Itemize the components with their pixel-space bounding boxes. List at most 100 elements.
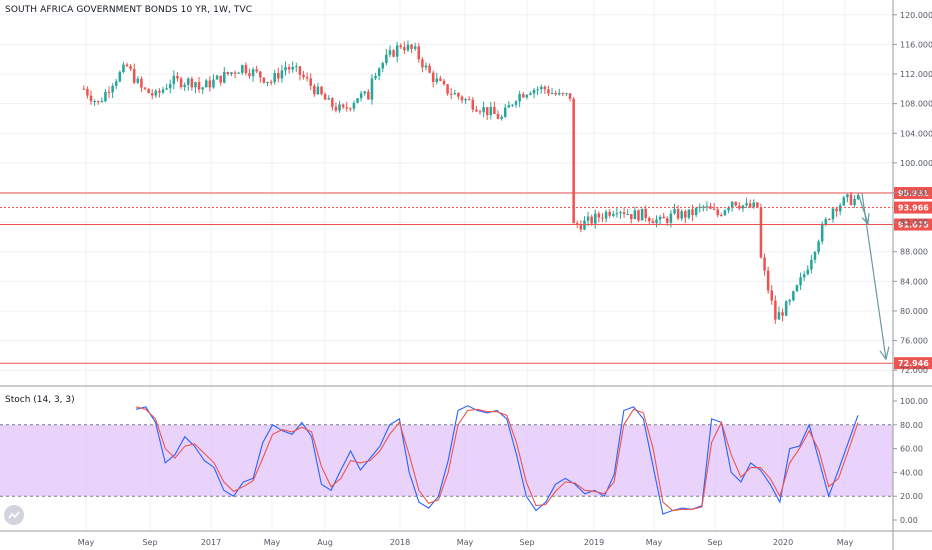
candle-body bbox=[439, 78, 442, 81]
candle-body bbox=[273, 72, 276, 83]
price-level-label: 95.931 bbox=[898, 189, 929, 198]
candle-body bbox=[485, 107, 489, 116]
candle-body bbox=[666, 218, 669, 223]
candle-body bbox=[835, 208, 838, 212]
candle-body bbox=[233, 72, 237, 74]
candle-body bbox=[763, 257, 766, 271]
price-level-lines: 95.931 93.966 91.675 72.946 bbox=[0, 187, 932, 370]
candle-body bbox=[345, 107, 348, 109]
candle-body bbox=[107, 91, 111, 93]
y-tick-label: 108.000 bbox=[900, 100, 932, 109]
candle-body bbox=[684, 211, 687, 218]
candle-body bbox=[716, 209, 719, 216]
candle-body bbox=[539, 86, 543, 90]
candle-body bbox=[179, 78, 183, 88]
candle-body bbox=[633, 210, 637, 220]
candle-body bbox=[298, 66, 302, 75]
candle-body bbox=[442, 80, 446, 85]
candle-body bbox=[100, 101, 104, 103]
candle-body bbox=[244, 65, 248, 74]
candle-body bbox=[734, 201, 737, 206]
candle-body bbox=[410, 44, 413, 49]
candle-body bbox=[421, 59, 424, 68]
candle-body bbox=[125, 64, 129, 67]
candle-body bbox=[284, 67, 287, 71]
candle-body bbox=[215, 75, 219, 80]
arrow-long-head bbox=[879, 346, 890, 361]
candle-body bbox=[720, 215, 723, 217]
candle-body bbox=[630, 214, 633, 220]
candle-body bbox=[161, 89, 165, 93]
candle-body bbox=[532, 89, 536, 94]
candle-body bbox=[359, 93, 363, 99]
candle-body bbox=[496, 113, 500, 119]
candle-body bbox=[86, 88, 89, 96]
candle-body bbox=[507, 105, 511, 108]
x-tick-label: 2019 bbox=[584, 538, 604, 547]
candle-body bbox=[831, 208, 835, 220]
candle-body bbox=[136, 78, 140, 83]
stoch-d-line bbox=[135, 406, 859, 512]
stoch-y-tick-label: 20.00 bbox=[900, 492, 923, 501]
candle-body bbox=[363, 91, 367, 94]
candle-body bbox=[302, 74, 305, 78]
candle-body bbox=[208, 80, 212, 88]
candle-body bbox=[150, 93, 154, 96]
candle-body bbox=[471, 99, 475, 110]
candle-body bbox=[399, 45, 403, 48]
y-tick-label: 112.000 bbox=[900, 70, 932, 79]
arrow-long bbox=[861, 193, 887, 360]
candle-body bbox=[853, 198, 856, 206]
candle-body bbox=[536, 89, 539, 91]
candle-body bbox=[186, 78, 190, 85]
candle-body bbox=[381, 63, 385, 69]
candle-body bbox=[658, 216, 662, 220]
candle-body bbox=[104, 91, 107, 102]
candle-body bbox=[212, 79, 215, 88]
candle-body bbox=[838, 205, 842, 212]
candle-body bbox=[478, 111, 482, 113]
candle-body bbox=[143, 87, 147, 89]
candle-body bbox=[251, 69, 255, 77]
candle-body bbox=[781, 312, 784, 316]
candle-body bbox=[183, 84, 186, 88]
x-tick-label: May bbox=[837, 538, 854, 547]
y-tick-label: 104.000 bbox=[900, 129, 932, 138]
x-tick-label: May bbox=[78, 538, 95, 547]
candle-body bbox=[316, 86, 320, 95]
x-tick-label: 2020 bbox=[773, 538, 793, 547]
candle-body bbox=[817, 241, 820, 253]
candle-body bbox=[579, 224, 583, 230]
candle-body bbox=[651, 221, 655, 224]
candle-body bbox=[738, 205, 741, 209]
candle-body bbox=[334, 106, 338, 111]
stoch-label: Stoch (14, 3, 3) bbox=[5, 395, 75, 405]
candle-body bbox=[489, 107, 493, 116]
candle-body bbox=[367, 91, 370, 100]
candle-body bbox=[320, 86, 323, 95]
candle-body bbox=[849, 194, 853, 206]
candle-body bbox=[521, 94, 525, 98]
x-tick-label: Aug bbox=[317, 538, 333, 547]
candle-body bbox=[457, 93, 460, 97]
candle-body bbox=[403, 47, 406, 51]
candle-body bbox=[777, 312, 781, 320]
y-tick-label: 120.000 bbox=[900, 11, 932, 20]
candle-body bbox=[846, 194, 849, 198]
candle-body bbox=[449, 93, 453, 95]
stoch-y-tick-label: 100.00 bbox=[900, 397, 928, 406]
candle-body bbox=[608, 211, 611, 216]
annotation-arrows bbox=[857, 193, 890, 361]
candle-body bbox=[662, 216, 665, 219]
candle-body bbox=[774, 300, 777, 320]
tradingview-logo-icon[interactable] bbox=[4, 505, 24, 525]
price-level-tag bbox=[894, 218, 932, 231]
candle-body bbox=[201, 87, 204, 90]
candle-body bbox=[140, 78, 143, 88]
candle-body bbox=[82, 88, 86, 90]
y-tick-label: 116.000 bbox=[900, 40, 932, 49]
price-level-label: 93.966 bbox=[898, 204, 929, 213]
candle-body bbox=[230, 72, 233, 75]
